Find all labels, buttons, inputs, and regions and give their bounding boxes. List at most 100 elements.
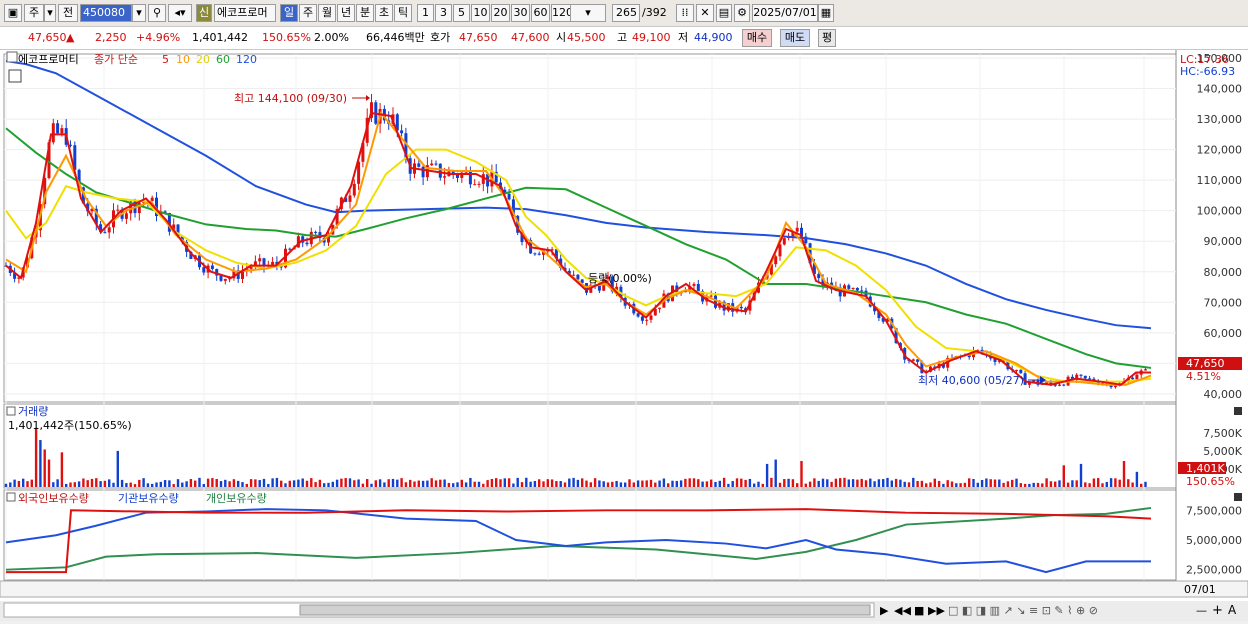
period-option-button[interactable]: 월 — [318, 4, 336, 22]
candle-body — [1049, 382, 1053, 385]
mode-dropdown-icon[interactable]: ▾ — [44, 4, 56, 22]
calendar-icon[interactable]: ▦ — [818, 4, 834, 22]
eval-button[interactable]: 평 — [818, 29, 836, 47]
nav-stop-icon[interactable]: ■ — [914, 604, 924, 617]
candle-body — [258, 258, 262, 262]
minute-30-button[interactable]: 30 — [511, 4, 530, 22]
period-day-button[interactable]: 일 — [280, 4, 298, 22]
candle-body — [232, 270, 236, 279]
volume-bar — [860, 478, 863, 487]
crosshair-icon[interactable]: ✕ — [696, 4, 714, 22]
minute-3-button[interactable]: 3 — [435, 4, 452, 22]
calendar-toggle-icon[interactable] — [8, 69, 22, 83]
volume-bar — [421, 480, 425, 487]
volume-bar — [357, 479, 360, 487]
nav-rewind-icon[interactable]: ◀◀ — [894, 604, 911, 617]
period-option-button[interactable]: 년 — [337, 4, 355, 22]
code-dropdown-icon[interactable]: ▾ — [132, 4, 146, 22]
candle-body — [1079, 374, 1083, 376]
nav-next-icon[interactable]: ▶ — [880, 604, 889, 617]
volume-bar — [671, 480, 674, 487]
volume-close-icon[interactable] — [1234, 407, 1242, 415]
candle-body — [86, 203, 90, 212]
period-option-button[interactable]: 초 — [375, 4, 393, 22]
minute-60-button[interactable]: 60 — [531, 4, 550, 22]
candle-body — [81, 187, 85, 204]
candle-body — [692, 283, 696, 286]
volume-bar — [993, 479, 997, 487]
minute-20-button[interactable]: 20 — [491, 4, 510, 22]
search-icon[interactable]: ⚲ — [148, 4, 166, 22]
volume-bar — [1088, 483, 1091, 487]
volume-bar — [13, 479, 16, 487]
minute-10-button[interactable]: 10 — [471, 4, 490, 22]
volume-bar — [950, 481, 954, 487]
date-input[interactable]: 2025/07/01 — [752, 4, 818, 22]
volume-bar — [331, 481, 334, 487]
volume-bar — [155, 482, 158, 487]
candle-body — [649, 315, 653, 320]
sound-icon[interactable]: ◂▾ — [168, 4, 192, 22]
candle-body — [155, 197, 158, 217]
volume-bar — [460, 479, 463, 487]
scrollbar-thumb[interactable] — [299, 604, 871, 616]
chart-area[interactable]: 40,00050,00060,00070,00080,00090,000100,… — [0, 50, 1248, 621]
candle-body — [314, 231, 318, 233]
blank-select[interactable]: ▾ — [570, 4, 606, 22]
period-option-button[interactable]: 분 — [356, 4, 374, 22]
nav-forward-icon[interactable]: ▶▶ — [928, 604, 945, 617]
candle-body — [172, 224, 176, 232]
candle-body — [1058, 384, 1061, 386]
chart-canvas[interactable]: 40,00050,00060,00070,00080,00090,000100,… — [0, 50, 1248, 621]
grid-icon[interactable]: ⁞⁞ — [676, 4, 694, 22]
volume-bar — [1015, 478, 1018, 487]
candle-body — [176, 224, 180, 237]
volume-bar — [1097, 478, 1100, 487]
stock-code-input[interactable]: 450080 — [80, 4, 132, 22]
zoom-in-icon[interactable]: + — [1212, 603, 1223, 618]
minute-5-button[interactable]: 5 — [453, 4, 470, 22]
prev-button[interactable]: 전 — [58, 4, 78, 22]
volume-bar — [507, 478, 511, 487]
save-icon[interactable]: ▤ — [716, 4, 732, 22]
volume-bar — [133, 484, 137, 487]
lc-label: LC:17.36 — [1180, 53, 1229, 66]
candle-body — [434, 163, 438, 165]
volume-bar — [585, 480, 588, 487]
volume-bar — [323, 483, 326, 487]
panel-menu-icon[interactable] — [6, 51, 18, 63]
new-badge[interactable]: 신 — [196, 4, 212, 22]
period-option-button[interactable]: 주 — [299, 4, 317, 22]
zoom-out-icon[interactable]: — — [1196, 604, 1207, 617]
volume-bar — [933, 478, 936, 487]
price-panel — [3, 53, 1177, 403]
holding-close-icon[interactable] — [1234, 493, 1242, 501]
candle-body — [847, 285, 851, 289]
count-input[interactable]: 265 — [612, 4, 640, 22]
period-option-button[interactable]: 틱 — [394, 4, 412, 22]
high-label: 고 — [617, 31, 628, 44]
font-size-icon[interactable]: A — [1228, 603, 1237, 617]
holding-menu-icon[interactable] — [6, 492, 16, 502]
gear-icon[interactable]: ⚙ — [734, 4, 750, 22]
sell-button[interactable]: 매도 — [780, 29, 810, 47]
tool-icons[interactable]: □ ◧ ◨ ▥ ↗ ↘ ≡ ⊡ ✎ ⌇ ⊕ ⊘ — [948, 604, 1098, 617]
candle-body — [567, 270, 571, 275]
volume-menu-icon[interactable] — [6, 406, 16, 416]
candle-body — [597, 285, 601, 291]
window-icon[interactable]: ▣ — [4, 4, 22, 22]
volume-bar — [550, 479, 554, 487]
individual-holding-line — [5, 506, 1152, 571]
buy-button[interactable]: 매수 — [742, 29, 772, 47]
price-tick-label: 70,000 — [1204, 296, 1243, 309]
volume-bar — [512, 483, 515, 487]
minute-1-button[interactable]: 1 — [417, 4, 434, 22]
volume-bar — [452, 483, 455, 487]
mode-select[interactable]: 주 — [24, 4, 44, 22]
candle-body — [709, 295, 713, 297]
volume-bar — [318, 479, 322, 487]
candle-body — [163, 211, 167, 213]
volume-bar — [1041, 483, 1044, 487]
volume-bar — [348, 478, 352, 487]
candle-body — [1144, 369, 1147, 371]
